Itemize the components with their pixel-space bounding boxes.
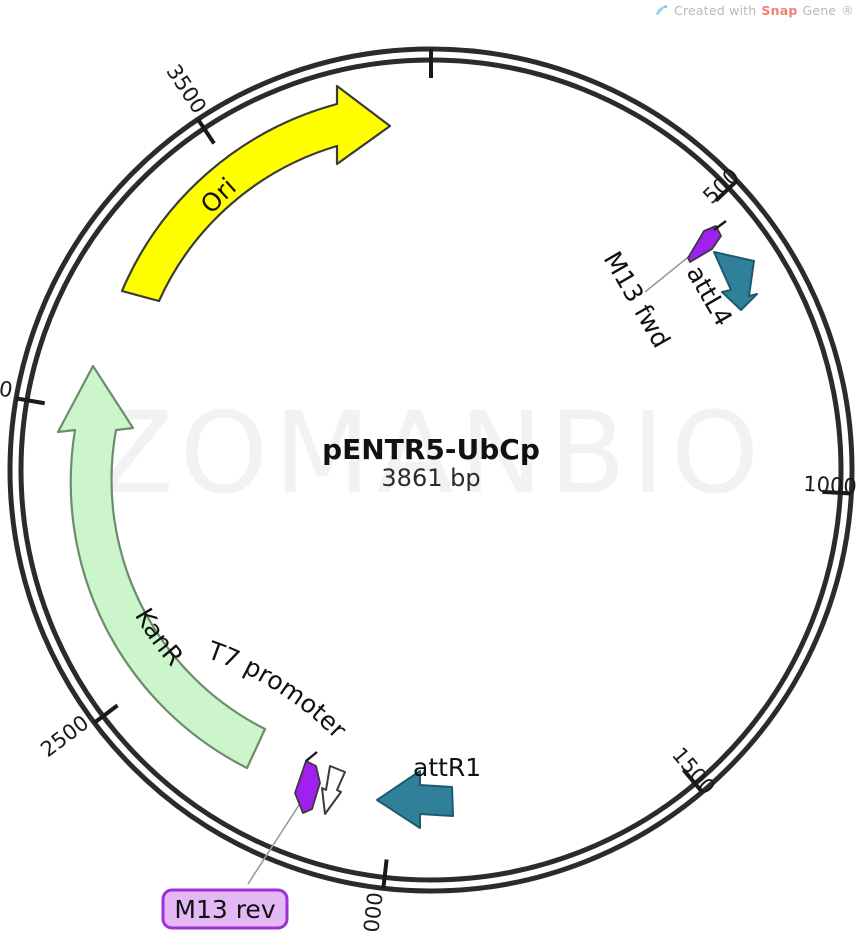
credit-registered: ® [841, 3, 854, 18]
tick-label-1000: 1000 [803, 472, 858, 499]
tick-2000 [381, 859, 389, 889]
tick-label-2000: 2000 [358, 891, 388, 934]
plasmid-length-label: 3861 bp [381, 464, 480, 492]
tick-3000 [15, 396, 46, 406]
feature-attl4[interactable]: attL4 [681, 251, 758, 331]
tick-label-3500: 3500 [162, 60, 212, 118]
credit-brand-snap: Snap [761, 3, 798, 18]
feature-attr1[interactable]: attR1 [376, 753, 481, 829]
tick-2500 [93, 703, 119, 725]
primer-label-m13-fwd: M13 fwd [598, 247, 676, 353]
primer-label-box-m13-rev[interactable] [161, 888, 289, 930]
credit-brand-gene: Gene [802, 3, 837, 18]
feature-label-attr1: attR1 [413, 753, 481, 782]
tick-label-3000: 3000 [0, 370, 14, 403]
tick-label-500: 500 [698, 163, 744, 208]
page-title: pENTR5-UbCp [322, 433, 540, 466]
tick-1500 [681, 768, 704, 794]
credit-prefix: Created with [674, 3, 757, 18]
tick-3500 [196, 118, 216, 145]
snapgene-credit: Created with Snap Gene ® [654, 3, 854, 18]
primer-leader-m13-fwd [644, 253, 693, 293]
tick-1000 [822, 489, 852, 496]
tick-500 [714, 179, 739, 203]
primer-label-m13-rev: M13 rev [174, 895, 275, 924]
primer-m13-rev[interactable]: M13 rev [161, 751, 321, 930]
tick-label-2500: 2500 [36, 711, 93, 762]
snapgene-logo-icon [654, 4, 669, 17]
watermark-zomanbio: ZOMANBIO [97, 389, 765, 519]
feature-ori[interactable]: Ori [120, 84, 392, 303]
